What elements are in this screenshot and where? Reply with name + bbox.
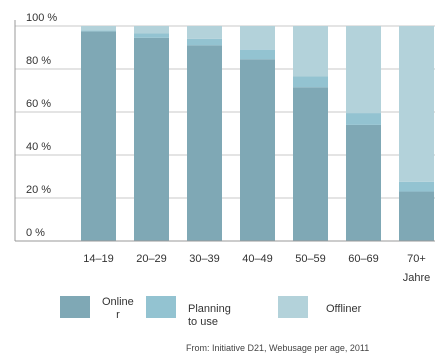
legend-label-planning: Planning to use (188, 303, 231, 328)
x-tick-label: 50–59 (295, 253, 326, 265)
x-tick-label: 30–39 (189, 253, 220, 265)
x-tick-label: 70+ Jahre (403, 253, 431, 284)
bar-segment-offliner (240, 26, 275, 50)
bar-segment-online (187, 45, 222, 241)
bar-segment-online (346, 124, 381, 241)
legend-label-online: Online r (102, 296, 134, 321)
bars (81, 26, 434, 242)
bar-segment-online (399, 191, 434, 241)
bar-segment-planning (240, 49, 275, 60)
y-tick-label: 60 % (26, 98, 51, 110)
y-tick-label: 100 % (26, 12, 57, 24)
bar-segment-offliner (399, 26, 434, 182)
x-tick-label: 20–29 (136, 253, 167, 265)
x-tick-label: 60–69 (348, 253, 379, 265)
bar-segment-planning (81, 30, 116, 32)
bar-segment-online (134, 37, 169, 242)
bar-segment-offliner (346, 26, 381, 114)
y-tick-label: 0 % (26, 227, 45, 239)
y-tick-label: 40 % (26, 141, 51, 153)
bar-segment-online (240, 59, 275, 242)
legend-swatch-online (60, 296, 90, 318)
legend-label-offliner: Offliner (326, 303, 362, 315)
legend-swatch-offliner (278, 296, 308, 318)
y-tick-label: 20 % (26, 184, 51, 196)
bar-segment-offliner (134, 26, 169, 34)
bar-segment-planning (293, 76, 328, 88)
stacked-bar-chart: 0 % 20 % 40 % 60 % 80 % 100 % 14–19 20–29 30–39… (14, 12, 435, 284)
bar-segment-planning (399, 181, 434, 192)
legend: Online r Planning to use Offliner (60, 292, 435, 328)
bar-segment-planning (134, 33, 169, 38)
y-tick-label: 80 % (26, 55, 51, 67)
x-tick-label: 14–19 (83, 253, 114, 265)
bar-segment-offliner (293, 26, 328, 77)
x-axis: 14–19 20–29 30–39 40–49 50–59 60–69 70+ Jahre (83, 253, 430, 284)
bar-segment-planning (346, 113, 381, 125)
source-note: From: Initiative D21, Webusage per age, … (186, 343, 370, 353)
bar-segment-planning (187, 38, 222, 46)
legend-swatch-planning (146, 296, 176, 318)
bar-segment-offliner (81, 26, 116, 31)
bar-segment-online (81, 31, 116, 241)
x-tick-label: 40–49 (242, 253, 273, 265)
y-axis: 0 % 20 % 40 % 60 % 80 % 100 % (14, 12, 435, 242)
bar-segment-online (293, 87, 328, 242)
bar-segment-offliner (187, 26, 222, 39)
